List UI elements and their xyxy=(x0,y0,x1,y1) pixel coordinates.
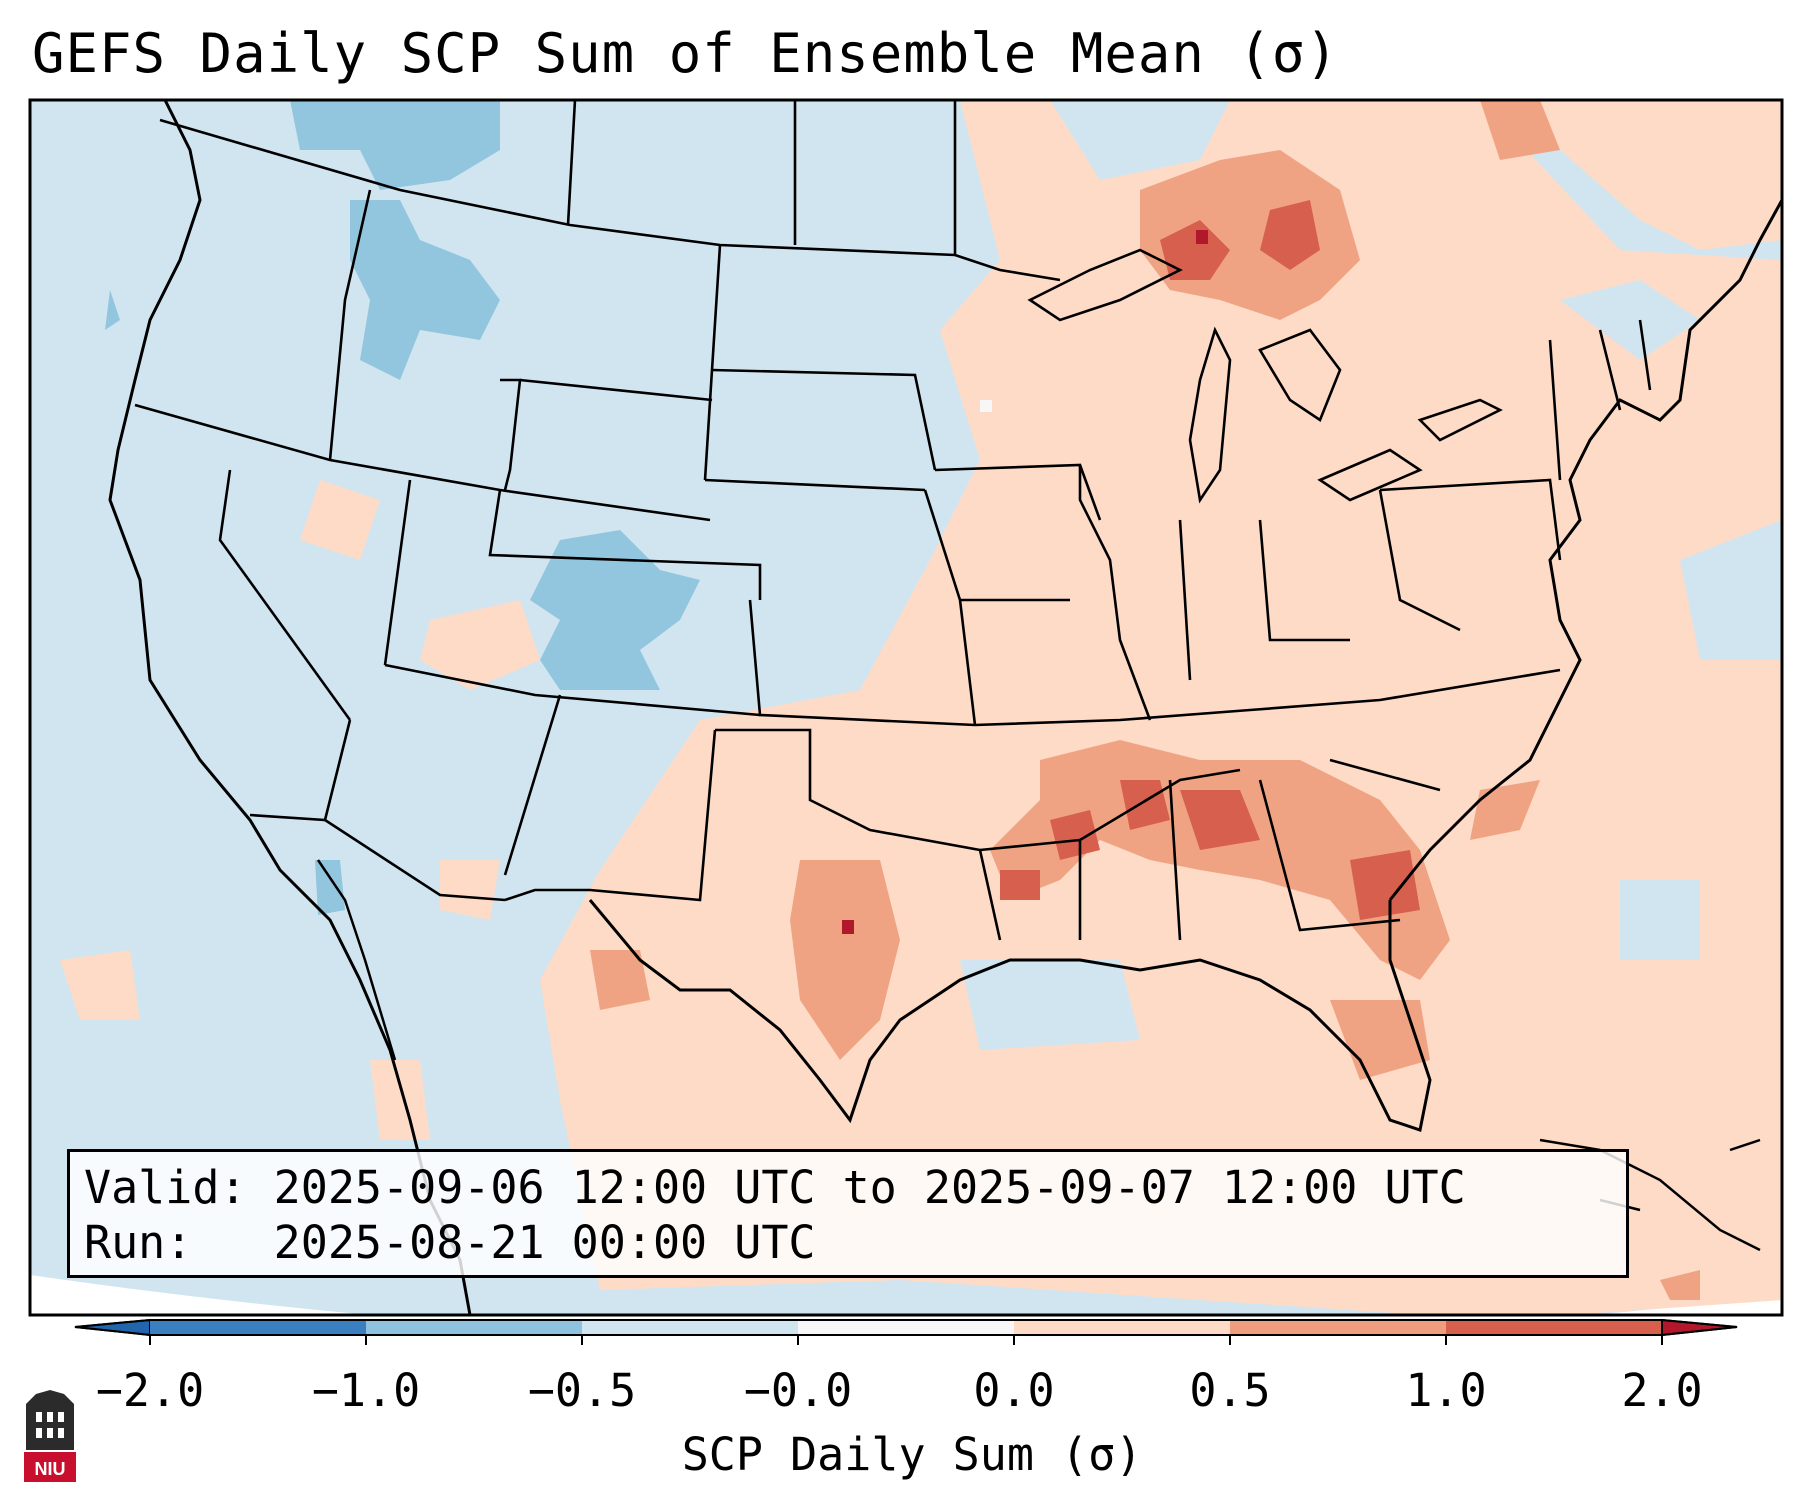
colorbar-tick-label: 0.5 xyxy=(1189,1364,1271,1417)
colorbar-tick-label: 1.0 xyxy=(1405,1364,1487,1417)
colorbar-segment xyxy=(798,1320,1014,1335)
map-frame xyxy=(28,98,1784,1317)
baja-coast xyxy=(316,859,397,1061)
colorbar-segment xyxy=(1446,1320,1662,1335)
pacific-coastline xyxy=(108,100,472,1315)
great-lakes xyxy=(1027,248,1503,504)
colorbar-tick-label: 2.0 xyxy=(1621,1364,1703,1417)
colorbar-tick-label: −1.0 xyxy=(311,1364,421,1417)
run-value: 2025-08-21 00:00 UTC xyxy=(273,1216,816,1269)
niu-logo-text: NIU xyxy=(35,1459,66,1479)
colorbar-label: SCP Daily Sum (σ) xyxy=(681,1428,1143,1481)
colorbar-segment xyxy=(582,1320,798,1335)
neutral-cell xyxy=(980,400,992,412)
negative-pockets xyxy=(960,100,1782,1050)
atlantic-coastline xyxy=(1388,199,1782,901)
colorbar-tick-label: −0.0 xyxy=(743,1364,853,1417)
state-borders xyxy=(134,100,1652,941)
colorbar-ticks xyxy=(149,1335,1663,1345)
colorbar-segment xyxy=(150,1320,366,1335)
negative-anomaly-regions xyxy=(105,100,700,915)
colorbar-tick-label: −0.5 xyxy=(527,1364,637,1417)
map-title: GEFS Daily SCP Sum of Ensemble Mean (σ) xyxy=(32,22,1339,85)
colorbar-segment xyxy=(1014,1320,1230,1335)
gulf-coastline xyxy=(588,899,1432,1132)
extreme-positive-cells xyxy=(842,230,1208,934)
run-label: Run: xyxy=(84,1216,193,1269)
valid-value: 2025-09-06 12:00 UTC to 2025-09-07 12:00… xyxy=(273,1161,1466,1214)
valid-run-info-box: Valid: 2025-09-06 12:00 UTC to 2025-09-0… xyxy=(67,1149,1629,1278)
colorbar-tick-label: −2.0 xyxy=(95,1364,205,1417)
niu-logo: NIU xyxy=(24,1390,76,1482)
colorbar-tick-label: 0.0 xyxy=(973,1364,1055,1417)
colorbar xyxy=(74,1318,1738,1345)
colorbar-segment xyxy=(1230,1320,1446,1335)
colorbar-segment xyxy=(366,1320,582,1335)
strong-positive-regions xyxy=(1000,200,1420,920)
scp-field xyxy=(30,100,1782,1315)
valid-label: Valid: xyxy=(84,1161,247,1214)
